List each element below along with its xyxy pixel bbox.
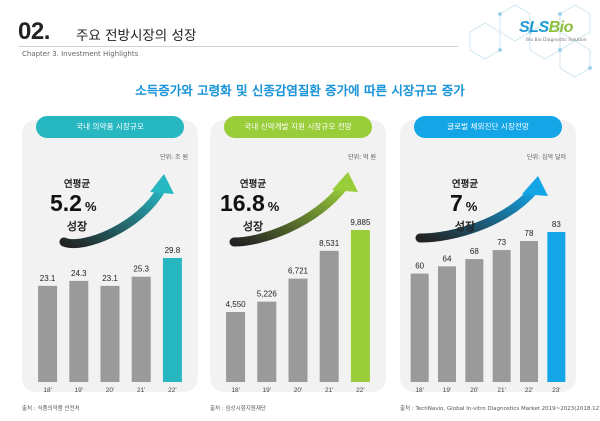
panel-title: 글로벌 체외진단 시장전망 [414, 116, 562, 138]
growth-arrow [229, 181, 349, 247]
growth-arrow-head [332, 172, 358, 192]
growth-suffix: 성장 [242, 220, 264, 233]
bar [162, 258, 182, 382]
bar [465, 259, 484, 382]
headline: 소득증가와 고령화 및 신종감염질환 증가에 따른 시장규모 증가 [135, 83, 465, 98]
data-label: 83 [552, 220, 561, 229]
growth-rate: 5.2% [50, 190, 97, 216]
bar-chart: 60 18' 64 19' 68 20' 73 21' 78 22' 83 23' [410, 176, 566, 394]
growth-arrow-head [150, 174, 174, 194]
section-title: 주요 전방시장의 성장 [76, 28, 197, 44]
x-tick-label: 18' [231, 387, 239, 394]
x-tick-label: 18' [43, 387, 51, 394]
growth-label: 연평균 [451, 179, 479, 190]
logo-tagline: Bio Bio Diagnostic Solution [526, 38, 587, 43]
chart-panel-new-drug-dev: 국내 신약개발 지원 시장규모 전망 단위: 억 원 4,550 18' 5,226… [210, 116, 386, 394]
growth-label: 연평균 [63, 179, 91, 190]
bar [520, 241, 538, 382]
bar [492, 250, 511, 382]
company-logo: SLSBio [519, 19, 573, 36]
bar [288, 278, 308, 382]
x-tick-label: 21' [497, 387, 505, 394]
data-label: 4,550 [226, 300, 247, 309]
x-tick-label: 21' [137, 387, 145, 394]
data-label: 23.1 [40, 274, 56, 283]
growth-arrow [415, 185, 539, 243]
bar [226, 312, 246, 382]
bar [257, 301, 277, 382]
chart-panel-global-ivd: 글로벌 체외진단 시장전망 단위: 십억 달러 60 18' 64 19' 68 20' 7… [400, 116, 576, 394]
data-label: 73 [497, 238, 506, 247]
x-tick-label: 21' [325, 387, 333, 394]
bar [350, 230, 370, 382]
section-subtitle: Chapter 3. Investment Highlights [22, 50, 139, 58]
x-tick-label: 22' [168, 387, 176, 394]
unit-label: 단위: 조 원 [160, 154, 188, 161]
bar [410, 273, 429, 382]
x-tick-label: 20' [294, 387, 302, 394]
bar [100, 285, 120, 382]
source-note: 출처 : 임상시험지원재단 [210, 406, 266, 412]
x-tick-label: 23' [552, 387, 560, 394]
bar [438, 266, 456, 382]
bar [547, 232, 566, 382]
bar [131, 276, 151, 382]
growth-suffix: 성장 [66, 220, 88, 233]
bar [319, 250, 339, 382]
panel-title: 국내 의약품 시장규모 [36, 116, 184, 138]
header-divider [18, 46, 458, 47]
data-label: 25.3 [133, 265, 149, 274]
growth-label: 연평균 [239, 179, 267, 190]
growth-arrow [59, 183, 167, 249]
growth-rate: 7% [450, 190, 478, 216]
x-tick-label: 22' [525, 387, 533, 394]
data-label: 68 [470, 247, 479, 256]
data-label: 5,226 [257, 290, 278, 299]
hexagon-pattern-decoration [469, 4, 592, 78]
x-tick-label: 20' [106, 387, 114, 394]
bar-chart: 4,550 18' 5,226 19' 6,721 20' 8,531 21' 9,885 22' [226, 172, 371, 394]
growth-suffix: 성장 [454, 220, 476, 233]
x-tick-label: 19' [263, 387, 271, 394]
data-label: 78 [525, 229, 534, 238]
data-label: 29.8 [165, 246, 181, 255]
panel-title: 국내 신약개발 지원 시장규모 전망 [224, 116, 372, 138]
data-label: 9,885 [350, 218, 371, 227]
bar [38, 285, 58, 382]
section-number: 02. [18, 18, 50, 45]
unit-label: 단위: 억 원 [348, 154, 376, 161]
data-label: 24.3 [71, 269, 87, 278]
x-tick-label: 18' [415, 387, 423, 394]
growth-arrow-head [522, 176, 548, 196]
x-tick-label: 19' [443, 387, 451, 394]
chart-panel-domestic-pharma: 국내 의약품 시장규모 단위: 조 원 23.1 18' 24.3 19' 23.1 20… [22, 116, 198, 394]
data-label: 6,721 [288, 267, 309, 276]
growth-rate: 16.8% [220, 190, 280, 216]
source-note: 출처 : TechNavio, Global In-vitro Diagnost… [400, 406, 600, 412]
source-note: 출처 : 식품의약품 안전처 [22, 406, 80, 412]
data-label: 8,531 [319, 239, 340, 248]
bar [69, 280, 89, 382]
data-label: 60 [415, 262, 424, 271]
x-tick-label: 22' [356, 387, 364, 394]
data-label: 23.1 [102, 274, 118, 283]
data-label: 64 [443, 254, 452, 263]
x-tick-label: 19' [75, 387, 83, 394]
bar-chart: 23.1 18' 24.3 19' 23.1 20' 25.3 21' 29.8 22' [38, 174, 182, 394]
x-tick-label: 20' [470, 387, 478, 394]
unit-label: 단위: 십억 달러 [527, 154, 566, 161]
